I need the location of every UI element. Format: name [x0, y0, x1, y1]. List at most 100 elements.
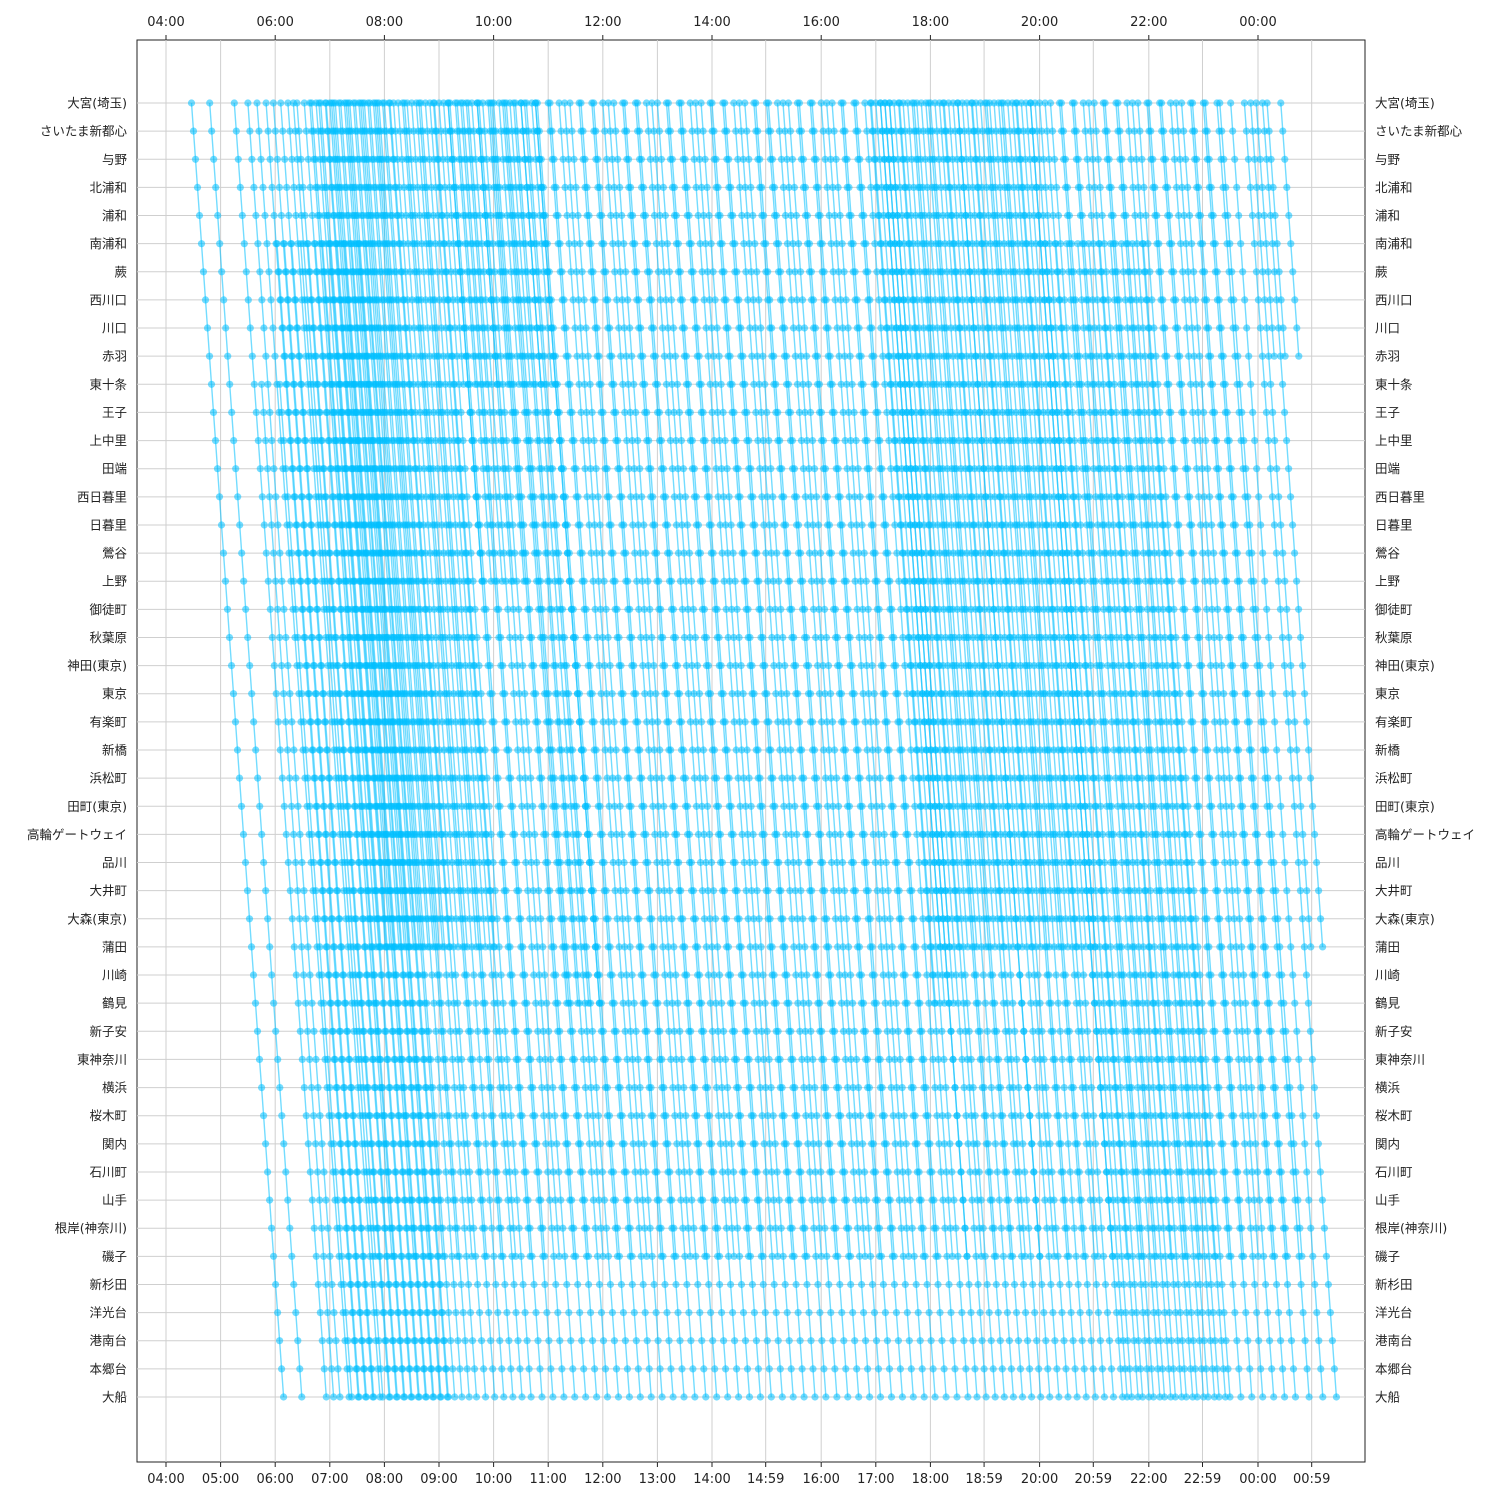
train-stop-point — [1271, 718, 1279, 726]
train-stop-point — [729, 1309, 737, 1317]
train-stop-point — [557, 127, 565, 135]
train-stop-point — [258, 493, 266, 501]
train-stop-point — [304, 155, 312, 163]
train-stop-point — [568, 127, 576, 135]
train-stop-point — [536, 1055, 544, 1063]
train-stop-point — [907, 1365, 915, 1373]
train-stop-point — [583, 1112, 592, 1120]
train-stop-point — [280, 1140, 288, 1148]
train-stop-point — [456, 1365, 464, 1373]
train-stop-point — [816, 1309, 824, 1317]
train-stop-point — [759, 1280, 767, 1289]
train-stop-point — [509, 1393, 517, 1401]
train-stop-point — [262, 99, 270, 107]
train-stop-point — [632, 1337, 640, 1345]
train-stop-point — [249, 971, 258, 979]
train-stop-point — [561, 1252, 569, 1260]
train-stop-point — [271, 127, 279, 135]
train-stop-point — [1229, 1280, 1237, 1289]
train-stop-point — [246, 662, 254, 670]
train-stop-point — [284, 662, 292, 670]
train-stop-point — [308, 211, 316, 220]
train-stop-point — [251, 999, 260, 1007]
train-stop-point — [330, 1309, 338, 1317]
train-stop-point — [294, 802, 302, 810]
train-stop-point — [1089, 1365, 1097, 1373]
train-stop-point — [581, 1084, 590, 1092]
train-stop-point — [1277, 1337, 1285, 1345]
train-stop-point — [187, 99, 196, 107]
train-stop-point — [584, 352, 592, 360]
train-stop-point — [543, 999, 551, 1007]
train-stop-point — [457, 1280, 465, 1289]
train-stop-point — [739, 1309, 748, 1317]
train-stop-point — [634, 1365, 642, 1373]
train-stop-point — [796, 1337, 804, 1345]
train-stop-point — [296, 1365, 304, 1373]
train-stop-point — [278, 577, 286, 585]
train-stop-point — [594, 1112, 603, 1120]
train-stop-point — [811, 1393, 819, 1401]
train-stop-point — [727, 1280, 735, 1289]
train-stop-point — [1267, 662, 1275, 670]
train-stop-point — [1000, 1393, 1008, 1401]
train-stop-point — [260, 858, 268, 867]
train-stop-point — [587, 1168, 596, 1176]
train-stop-point — [298, 1055, 306, 1063]
train-stop-point — [288, 155, 296, 163]
train-stop-point — [211, 437, 220, 445]
train-stop-point — [567, 268, 575, 276]
train-stop-point — [259, 183, 267, 191]
train-stop-point — [879, 1280, 888, 1289]
train-stop-point — [517, 1252, 525, 1260]
train-stop-point — [678, 1365, 686, 1373]
train-stop-point — [518, 1393, 526, 1401]
train-stop-point — [533, 858, 541, 867]
train-stop-point — [538, 1393, 546, 1401]
train-stop-point — [881, 1309, 890, 1317]
train-stop-point — [965, 1280, 973, 1289]
train-stop-point — [290, 943, 298, 951]
train-stop-point — [316, 1309, 324, 1317]
train-stop-point — [985, 1055, 994, 1063]
train-stop-point — [991, 1393, 999, 1401]
train-stop-point — [1070, 1224, 1078, 1232]
train-stop-point — [1024, 1337, 1032, 1345]
train-stop-point — [1264, 1309, 1272, 1317]
train-stop-point — [268, 633, 276, 642]
train-stop-point — [776, 1365, 784, 1373]
train-stop-point — [1064, 1393, 1072, 1401]
train-stop-point — [985, 1309, 993, 1317]
train-stop-point — [597, 1309, 606, 1317]
train-stop-point — [1263, 605, 1271, 613]
train-stop-point — [641, 1309, 649, 1317]
train-stop-point — [283, 183, 291, 191]
train-stop-point — [312, 1055, 320, 1063]
train-stop-point — [1014, 1337, 1023, 1345]
train-stop-point — [840, 1337, 848, 1345]
train-stop-point — [896, 1365, 905, 1373]
train-stop-point — [750, 1309, 759, 1317]
train-stop-point — [436, 1084, 444, 1092]
train-stop-point — [1060, 1084, 1068, 1092]
train-stop-point — [472, 999, 480, 1007]
train-stop-point — [460, 1224, 469, 1232]
train-stop-point — [589, 1337, 597, 1345]
train-stop-point — [252, 211, 260, 220]
train-stop-point — [199, 268, 208, 276]
train-stop-point — [561, 183, 569, 191]
train-stop-point — [936, 1309, 944, 1317]
train-stop-point — [482, 1140, 490, 1148]
train-stop-point — [947, 1309, 955, 1317]
train-stop-point — [794, 1309, 802, 1317]
train-stop-point — [1055, 1393, 1063, 1401]
train-stop-point — [783, 1309, 791, 1317]
train-stop-point — [264, 1168, 272, 1176]
train-stop-point — [274, 1055, 282, 1063]
train-stop-point — [1239, 268, 1247, 276]
train-stop-point — [909, 1393, 917, 1401]
train-stop-point — [656, 1365, 664, 1373]
train-stop-point — [772, 1309, 780, 1317]
train-stop-point — [322, 1393, 330, 1401]
train-stop-point — [636, 1393, 644, 1401]
